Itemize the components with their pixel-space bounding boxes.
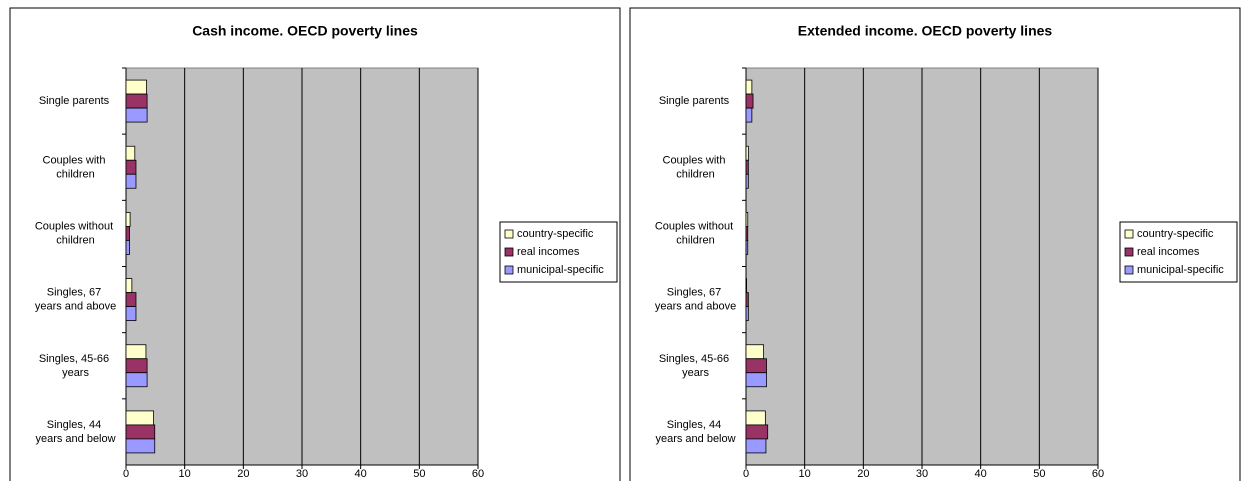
chart-title: Extended income. OECD poverty lines bbox=[798, 23, 1053, 39]
bar bbox=[125, 226, 130, 241]
bar bbox=[125, 159, 137, 175]
bar bbox=[125, 240, 130, 255]
bar bbox=[745, 159, 749, 175]
x-tick-label: 30 bbox=[296, 468, 308, 480]
y-tick-label: Couples without children bbox=[655, 220, 733, 246]
y-tick-label: Singles, 45-66 years bbox=[659, 353, 729, 379]
bar bbox=[125, 424, 156, 440]
y-tick-label: Singles, 44 years and below bbox=[652, 419, 735, 445]
y-tick-label: Couples with children bbox=[43, 154, 106, 180]
legend-label: country-specific bbox=[1137, 228, 1214, 240]
bar bbox=[125, 145, 136, 161]
x-tick-label: 40 bbox=[355, 468, 367, 480]
bar bbox=[125, 344, 147, 360]
x-tick-label: 50 bbox=[413, 468, 425, 480]
y-tick-label: Singles, 44 years and below bbox=[32, 419, 115, 445]
bar bbox=[125, 358, 148, 374]
x-tick-label: 40 bbox=[975, 468, 987, 480]
bar bbox=[125, 438, 156, 454]
bar bbox=[745, 410, 766, 426]
legend-swatch bbox=[504, 247, 514, 257]
bar bbox=[745, 278, 747, 293]
legend-box bbox=[1119, 221, 1238, 283]
x-tick-label: 10 bbox=[799, 468, 811, 480]
legend-swatch bbox=[1124, 229, 1134, 239]
y-tick-label: Singles, 67 years and above bbox=[652, 286, 736, 312]
legend-box bbox=[499, 221, 618, 283]
legend-label: country-specific bbox=[517, 228, 594, 240]
y-tick-label: Singles, 67 years and above bbox=[32, 286, 116, 312]
bar bbox=[125, 278, 133, 293]
bar bbox=[125, 372, 148, 388]
bar bbox=[745, 344, 765, 360]
y-tick-label: Single parents bbox=[659, 95, 730, 107]
x-tick-label: 10 bbox=[179, 468, 191, 480]
y-tick-label: Couples with children bbox=[663, 154, 726, 180]
chart-title: Cash income. OECD poverty lines bbox=[192, 23, 418, 39]
bar bbox=[745, 145, 749, 161]
bar bbox=[745, 372, 767, 388]
legend-label: real incomes bbox=[1137, 246, 1200, 258]
bar bbox=[745, 292, 749, 307]
legend-swatch bbox=[504, 229, 514, 239]
x-tick-label: 20 bbox=[857, 468, 869, 480]
legend-label: municipal-specific bbox=[1137, 264, 1224, 276]
bar bbox=[745, 358, 767, 374]
bar bbox=[125, 107, 148, 123]
bar bbox=[745, 93, 754, 109]
bar bbox=[745, 438, 767, 454]
x-tick-label: 60 bbox=[1092, 468, 1104, 480]
y-tick-label: Singles, 45-66 years bbox=[39, 353, 109, 379]
y-tick-label: Single parents bbox=[39, 95, 110, 107]
bar bbox=[125, 306, 137, 321]
bar bbox=[745, 173, 749, 189]
x-tick-label: 60 bbox=[472, 468, 484, 480]
bar bbox=[125, 212, 131, 227]
x-tick-label: 20 bbox=[237, 468, 249, 480]
bar bbox=[125, 292, 137, 307]
bar bbox=[125, 410, 154, 426]
bar bbox=[125, 93, 148, 109]
legend-label: real incomes bbox=[517, 246, 580, 258]
bar bbox=[745, 226, 749, 241]
bar bbox=[745, 240, 749, 255]
bar bbox=[125, 79, 147, 95]
x-tick-label: 0 bbox=[743, 468, 749, 480]
bar bbox=[745, 79, 753, 95]
bar bbox=[745, 107, 753, 123]
x-tick-label: 0 bbox=[123, 468, 129, 480]
bar bbox=[745, 306, 749, 321]
bar bbox=[745, 424, 769, 440]
legend-label: municipal-specific bbox=[517, 264, 604, 276]
x-tick-label: 30 bbox=[916, 468, 928, 480]
y-tick-label: Couples without children bbox=[35, 220, 113, 246]
bar bbox=[745, 212, 749, 227]
legend-swatch bbox=[504, 265, 514, 275]
legend-swatch bbox=[1124, 265, 1134, 275]
bar bbox=[125, 173, 137, 189]
legend-swatch bbox=[1124, 247, 1134, 257]
x-tick-label: 50 bbox=[1033, 468, 1045, 480]
